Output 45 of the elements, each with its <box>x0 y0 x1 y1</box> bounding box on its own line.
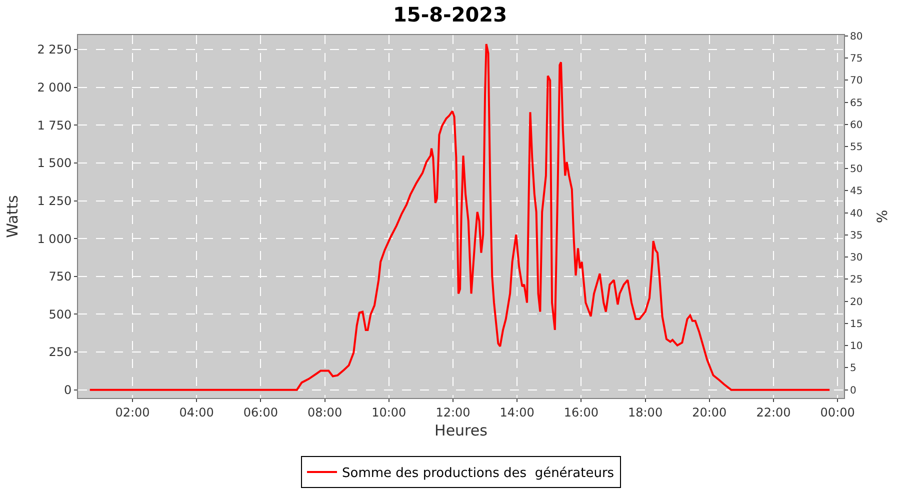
y2-tick-label: 0 <box>850 385 856 396</box>
y-tick-label: 2 000 <box>37 80 72 95</box>
legend-label: Somme des productions des générateurs <box>342 466 614 482</box>
x-tick-label: 12:00 <box>436 405 470 420</box>
y2-tick-label: 10 <box>850 341 863 352</box>
y-tick-label: 1 750 <box>37 118 72 132</box>
y-tick-label: 1 500 <box>37 156 72 170</box>
y-tick-label: 500 <box>48 307 72 322</box>
y2-tick-label: 35 <box>850 230 863 242</box>
y-tick-label: 750 <box>48 270 72 284</box>
x-tick-label: 08:00 <box>307 405 342 420</box>
y-tick-label: 1 000 <box>37 232 72 246</box>
y2-tick-label: 60 <box>850 120 863 131</box>
y2-tick-label: 25 <box>850 274 863 286</box>
x-tick-label: 14:00 <box>500 405 534 420</box>
y-axis-title: Watts <box>3 195 22 238</box>
y-tick-label: 1 250 <box>37 194 72 208</box>
x-axis-title: Heures <box>434 421 488 440</box>
y2-tick-label: 65 <box>850 98 863 109</box>
x-tick-label: 18:00 <box>628 405 663 420</box>
y2-tick-label: 45 <box>850 186 863 198</box>
y2-tick-label: 75 <box>850 54 863 65</box>
x-tick-label: 22:00 <box>756 405 791 420</box>
y2-tick-label: 15 <box>850 318 863 330</box>
x-tick-label: 16:00 <box>564 405 598 420</box>
y2-tick-label: 40 <box>850 208 863 220</box>
chart-title: 15-8-2023 <box>392 2 508 26</box>
x-tick-label: 00:00 <box>820 405 855 420</box>
y2-tick-label: 80 <box>850 31 863 42</box>
y2-tick-label: 5 <box>850 363 856 374</box>
y2-tick-label: 50 <box>850 164 863 176</box>
y2-tick-label: 30 <box>850 252 863 264</box>
x-tick-label: 02:00 <box>115 405 150 420</box>
y-tick-label: 2 250 <box>37 42 72 57</box>
y2-tick-label: 55 <box>850 142 863 153</box>
y-tick-label: 0 <box>64 383 72 398</box>
y-tick-label: 250 <box>48 345 72 360</box>
x-tick-label: 20:00 <box>692 405 727 420</box>
x-tick-label: 06:00 <box>243 405 278 420</box>
y2-axis-title: % <box>875 210 892 224</box>
x-tick-label: 10:00 <box>372 405 406 420</box>
y2-tick-label: 20 <box>850 296 863 308</box>
line-series <box>88 43 831 391</box>
y2-tick-label: 70 <box>850 76 863 87</box>
x-tick-label: 04:00 <box>179 405 214 420</box>
